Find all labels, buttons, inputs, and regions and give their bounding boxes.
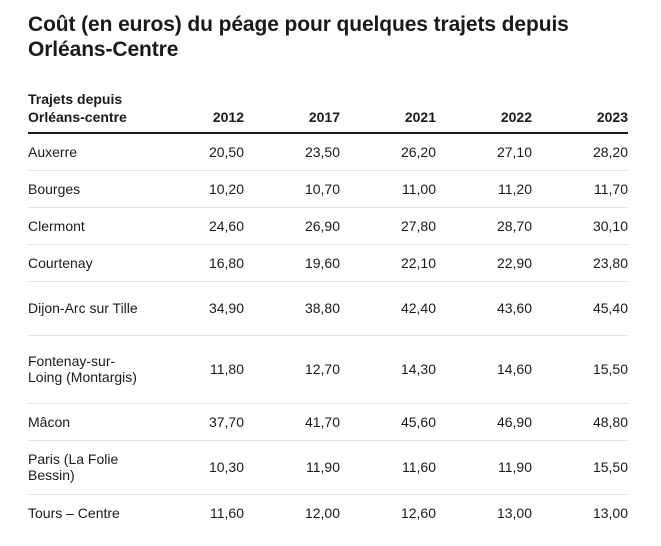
toll-value-2021: 14,30	[340, 335, 436, 404]
toll-value-2023: 13,00	[592, 504, 628, 521]
toll-value-2017: 11,90	[244, 440, 340, 495]
toll-value-2012: 37,70	[148, 403, 244, 441]
route-label: Bourges	[28, 170, 148, 208]
toll-value-2023: 30,10	[532, 207, 628, 245]
route-label: Tours – Centre	[28, 504, 120, 521]
route-label: Auxerre	[28, 133, 148, 171]
toll-value-2017: 10,70	[244, 170, 340, 208]
toll-value-2017: 12,70	[244, 335, 340, 404]
toll-value-2012: 34,90	[148, 281, 244, 336]
route-label: Dijon-Arc sur Tille	[28, 281, 148, 336]
toll-value-2022: 22,90	[436, 244, 532, 282]
toll-table: Trajets depuis Orléans-centre 2012 2017 202…	[28, 90, 628, 531]
toll-value-2023: 15,50	[532, 335, 628, 404]
route-label: Clermont	[28, 207, 148, 245]
toll-value-2023: 48,80	[532, 403, 628, 441]
toll-value-2021: 22,10	[340, 244, 436, 282]
toll-value-2017: 38,80	[244, 281, 340, 336]
toll-value-2022: 43,60	[436, 281, 532, 336]
table-row: Fontenay-sur-Loing (Montargis) 11,80 12,70…	[28, 335, 628, 404]
toll-value-2023: 15,50	[532, 440, 628, 495]
toll-value-2022: 28,70	[436, 207, 532, 245]
table-row: Tours – Centre 11,60 12,00 12,60 13,00 13,00	[28, 494, 628, 531]
toll-value-2012: 10,30	[148, 440, 244, 495]
toll-value-2021: 27,80	[340, 207, 436, 245]
toll-value-2012: 24,60	[148, 207, 244, 245]
toll-value-2017: 23,50	[244, 133, 340, 171]
toll-value-2017: 26,90	[244, 207, 340, 245]
toll-value-2022: 11,20	[436, 170, 532, 208]
toll-value-2017: 19,60	[244, 244, 340, 282]
table-row: Courtenay 16,80 19,60 22,10 22,90 23,80	[28, 244, 628, 282]
table-header-row: Trajets depuis Orléans-centre 2012 2017 202…	[28, 90, 628, 134]
column-header-2017: 2017	[244, 90, 340, 134]
toll-value-2012: 20,50	[148, 133, 244, 171]
toll-value-2012: 11,80	[148, 335, 244, 404]
route-label: Courtenay	[28, 244, 148, 282]
toll-value-2022: 14,60	[436, 335, 532, 404]
column-header-route: Trajets depuis Orléans-centre	[28, 90, 148, 134]
toll-value-2012: 16,80	[148, 244, 244, 282]
table-row: Clermont 24,60 26,90 27,80 28,70 30,10	[28, 207, 628, 245]
column-header-2021: 2021	[340, 90, 436, 134]
column-header-2012: 2012	[148, 90, 244, 134]
table-row: Mâcon 37,70 41,70 45,60 46,90 48,80	[28, 403, 628, 441]
toll-value-2021: 12,60	[400, 504, 436, 521]
toll-value-2022: 27,10	[436, 133, 532, 171]
table-row: Dijon-Arc sur Tille 34,90 38,80 42,40 43,60 4…	[28, 281, 628, 336]
route-label: Fontenay-sur-Loing (Montargis)	[28, 335, 148, 404]
table-row: Auxerre 20,50 23,50 26,20 27,10 28,20	[28, 133, 628, 171]
table-body: Auxerre 20,50 23,50 26,20 27,10 28,20 Bourges 1…	[28, 133, 628, 531]
toll-value-2012: 10,20	[148, 170, 244, 208]
table-row: Paris (La Folie Bessin) 10,30 11,90 11,60 11…	[28, 440, 628, 495]
route-label: Mâcon	[28, 403, 148, 441]
toll-value-2017: 12,00	[304, 504, 340, 521]
toll-value-2021: 42,40	[340, 281, 436, 336]
toll-value-2023: 45,40	[532, 281, 628, 336]
toll-value-2021: 26,20	[340, 133, 436, 171]
toll-value-2022: 13,00	[496, 504, 532, 521]
route-label: Paris (La Folie Bessin)	[28, 440, 148, 495]
toll-value-2022: 11,90	[436, 440, 532, 495]
toll-value-2012: 11,60	[210, 504, 244, 521]
toll-value-2017: 41,70	[244, 403, 340, 441]
toll-value-2021: 11,60	[340, 440, 436, 495]
chart-title: Coût (en euros) du péage pour quelques t…	[28, 13, 569, 61]
toll-value-2023: 23,80	[532, 244, 628, 282]
column-header-2022: 2022	[436, 90, 532, 134]
toll-value-2022: 46,90	[436, 403, 532, 441]
column-header-2023: 2023	[532, 90, 628, 134]
toll-value-2021: 45,60	[340, 403, 436, 441]
toll-value-2023: 11,70	[532, 170, 628, 208]
toll-value-2021: 11,00	[340, 170, 436, 208]
table-row: Bourges 10,20 10,70 11,00 11,20 11,70	[28, 170, 628, 208]
toll-value-2023: 28,20	[532, 133, 628, 171]
